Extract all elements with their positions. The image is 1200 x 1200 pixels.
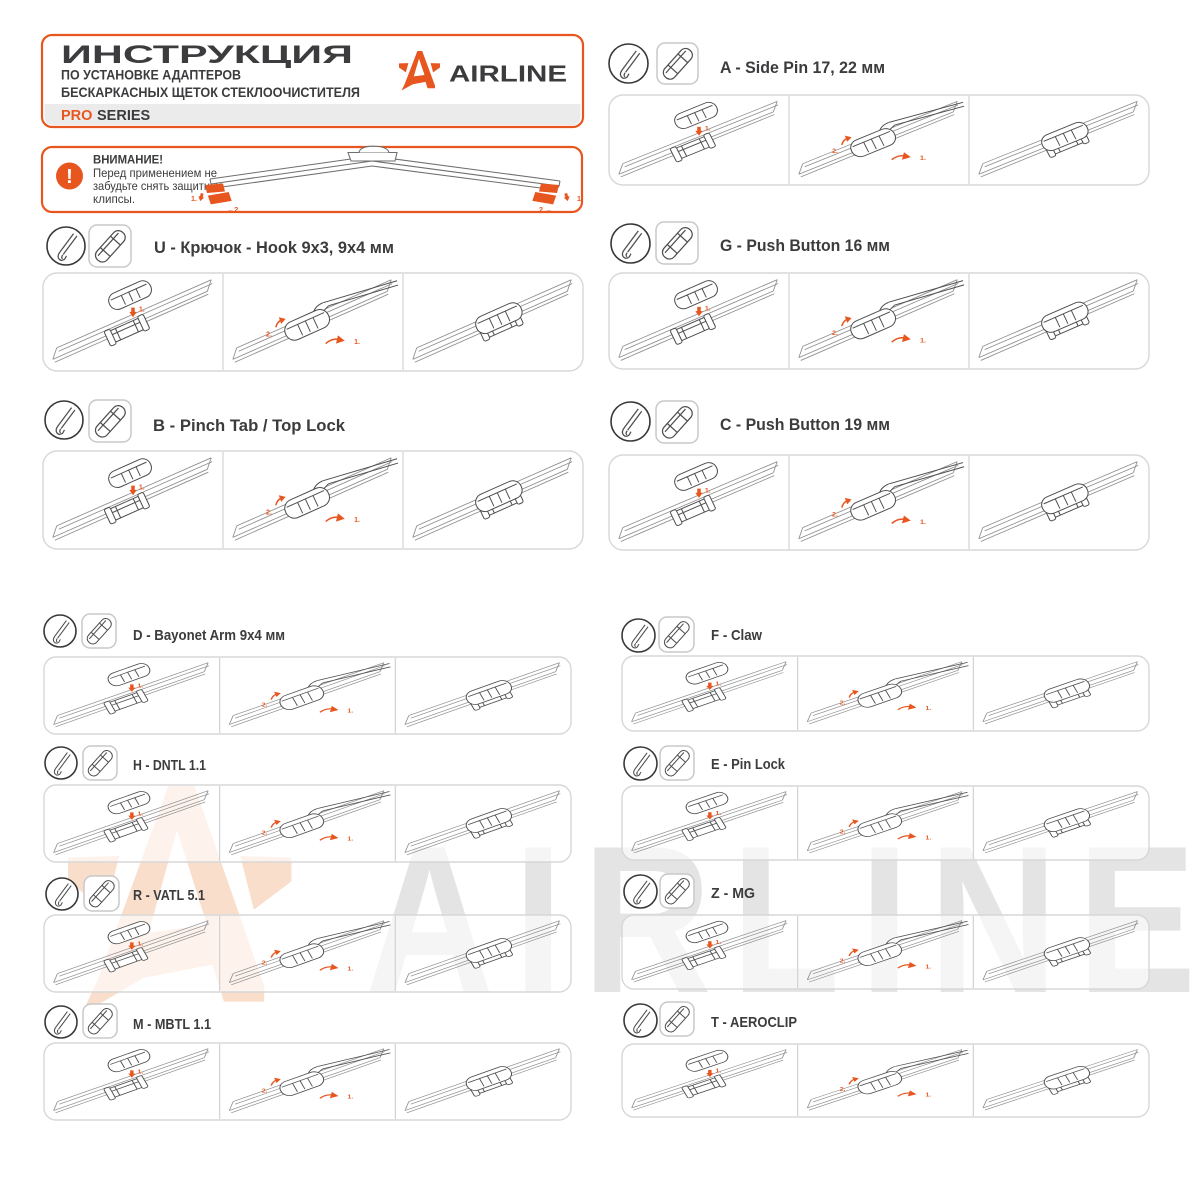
- svg-text:AIRLINE: AIRLINE: [449, 61, 567, 87]
- svg-text:1.: 1.: [577, 194, 583, 203]
- svg-text:D - Bayonet Arm 9x4 мм: D - Bayonet Arm 9x4 мм: [133, 627, 285, 644]
- svg-text:B - Pinch Tab / Top Lock: B - Pinch Tab / Top Lock: [153, 416, 346, 435]
- svg-text:клипсы.: клипсы.: [93, 193, 135, 206]
- svg-text:←2.: ←2.: [227, 205, 240, 214]
- svg-text:A - Side Pin 17, 22 мм: A - Side Pin 17, 22 мм: [720, 58, 885, 77]
- svg-text:SERIES: SERIES: [97, 108, 151, 124]
- svg-text:G - Push Button 16 мм: G - Push Button 16 мм: [720, 236, 890, 255]
- svg-text:ВНИМАНИЕ!: ВНИМАНИЕ!: [93, 154, 163, 167]
- svg-text:M - MBTL 1.1: M - MBTL 1.1: [133, 1016, 211, 1033]
- svg-text:E - Pin Lock: E - Pin Lock: [711, 756, 786, 773]
- svg-text:забудьте снять защитные: забудьте снять защитные: [93, 180, 224, 193]
- svg-text:Z - MG: Z - MG: [711, 885, 755, 902]
- svg-text:ПО УСТАНОВКЕ АДАПТЕРОВ: ПО УСТАНОВКЕ АДАПТЕРОВ: [61, 67, 241, 83]
- svg-text:ИНСТРУКЦИЯ: ИНСТРУКЦИЯ: [61, 41, 353, 69]
- svg-text:H - DNTL 1.1: H - DNTL 1.1: [133, 757, 206, 774]
- svg-text:PRO: PRO: [61, 108, 92, 124]
- svg-text:F - Claw: F - Claw: [711, 627, 762, 644]
- svg-text:U - Крючок - Hook 9x3, 9x4 мм: U - Крючок - Hook 9x3, 9x4 мм: [154, 238, 394, 257]
- svg-text:T - AEROCLIP: T - AEROCLIP: [711, 1014, 797, 1031]
- svg-text:R - VATL 5.1: R - VATL 5.1: [133, 887, 205, 904]
- svg-text:C - Push Button 19 мм: C - Push Button 19 мм: [720, 415, 890, 434]
- svg-text:БЕСКАРКАСНЫХ ЩЕТОК СТЕКЛООЧИСТ: БЕСКАРКАСНЫХ ЩЕТОК СТЕКЛООЧИСТИТЕЛЯ: [61, 84, 360, 100]
- svg-text:2.→: 2.→: [539, 205, 552, 214]
- svg-text:!: !: [66, 166, 73, 188]
- svg-text:1.: 1.: [191, 194, 197, 203]
- svg-text:Перед применением не: Перед применением не: [93, 167, 217, 180]
